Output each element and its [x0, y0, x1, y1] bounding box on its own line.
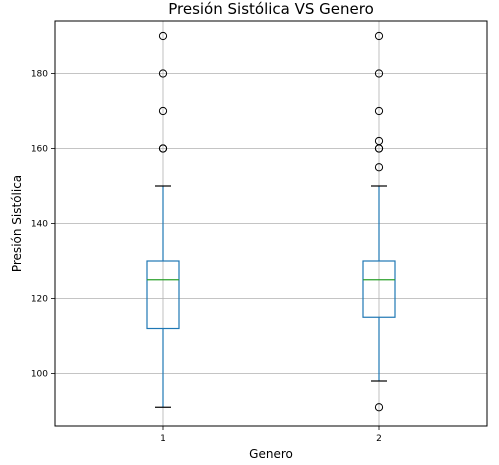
- outlier-point: [374, 31, 384, 41]
- iqr-box: [146, 260, 180, 330]
- outlier-point: [158, 69, 168, 78]
- outlier-point: [374, 69, 384, 78]
- outlier-point: [158, 31, 168, 41]
- grid-layer: [55, 21, 487, 426]
- outlier-point: [158, 144, 168, 153]
- y-tick-label: 140: [31, 220, 48, 230]
- y-tick-label: 100: [31, 370, 48, 380]
- y-tick-label: 180: [31, 70, 48, 80]
- x-tick-label: 2: [376, 434, 382, 444]
- outlier-point: [374, 403, 384, 412]
- x-tick-label: 1: [160, 434, 166, 444]
- y-tick-label: 120: [31, 295, 48, 305]
- chart-title: Presión Sistólica VS Genero: [168, 0, 374, 18]
- tick-layer: 100 120 140 160 180 1 2: [31, 70, 382, 445]
- y-axis-label: Presión Sistólica: [10, 175, 24, 272]
- x-axis-label: Genero: [249, 447, 293, 461]
- outlier-point: [374, 136, 384, 146]
- iqr-box: [362, 260, 396, 318]
- outlier-point: [374, 163, 384, 172]
- outlier-point: [374, 106, 384, 116]
- outlier-point: [158, 106, 168, 116]
- boxplot-1: [146, 31, 180, 408]
- y-tick-label: 160: [31, 145, 48, 155]
- boxplot-2: [362, 31, 396, 412]
- box-layer: [146, 31, 396, 412]
